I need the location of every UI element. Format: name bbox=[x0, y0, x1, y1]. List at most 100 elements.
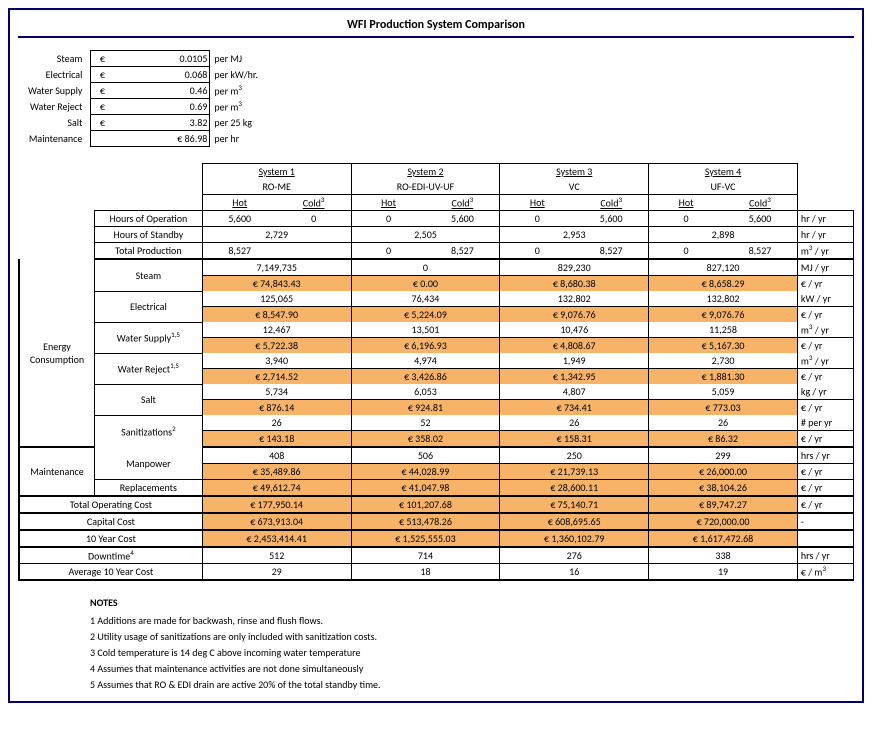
section-maintenance: Maintenance bbox=[19, 447, 94, 496]
total-label: Downtime4 bbox=[19, 547, 202, 564]
total-cell: € 1,360,102.79 bbox=[500, 530, 649, 547]
cell-cost: € 9,076.76 bbox=[500, 307, 649, 323]
cell-cost: € 143.18 bbox=[202, 431, 351, 448]
cost-input-unit: per m3 bbox=[210, 99, 262, 115]
unit-cell: hrs / yr bbox=[797, 547, 853, 564]
cost-input-unit: per hr bbox=[210, 131, 262, 147]
cell-cost: € 0.00 bbox=[351, 276, 500, 292]
cost-inputs-table: Steam€0.0105per MJElectrical€0.068per kW… bbox=[18, 50, 854, 147]
total-cell: 714 bbox=[351, 547, 500, 564]
unit-cell: € / yr bbox=[797, 480, 853, 497]
system-sub: UF-VC bbox=[649, 179, 798, 195]
row-label: Hours of Standby bbox=[94, 227, 202, 243]
cell: 0 bbox=[649, 243, 723, 260]
cell: 2,898 bbox=[649, 227, 798, 243]
cell-cost: € 8,680.38 bbox=[500, 276, 649, 292]
unit-cell: € / yr bbox=[797, 464, 853, 480]
row-label: Replacements bbox=[94, 480, 202, 497]
cell: 250 bbox=[500, 447, 649, 464]
cell-cost: € 876.14 bbox=[202, 400, 351, 416]
cell-cost: € 26,000.00 bbox=[649, 464, 798, 480]
row-label: Hours of Operation bbox=[94, 211, 202, 227]
row-label: Water Supply1,5 bbox=[94, 322, 202, 353]
cost-input-value: 3.82 bbox=[113, 115, 210, 131]
row-label: Sanitizations2 bbox=[94, 415, 202, 447]
cost-input-label: Water Supply bbox=[24, 83, 91, 99]
hot-label: Hot bbox=[202, 195, 276, 211]
cell: 125,065 bbox=[202, 291, 351, 307]
note-line: 5 Assumes that RO & EDI drain are active… bbox=[90, 677, 854, 693]
comparison-table: System 1System 2System 3System 4RO-MERO-… bbox=[18, 163, 854, 581]
unit-cell: € / yr bbox=[797, 338, 853, 354]
total-cell: 16 bbox=[500, 564, 649, 581]
total-label: Capital Cost bbox=[19, 513, 202, 530]
system-header: System 1 bbox=[202, 164, 351, 180]
total-cell: € 673,913.04 bbox=[202, 513, 351, 530]
cell-cost: € 86.32 bbox=[649, 431, 798, 448]
cold-label: Cold3 bbox=[723, 195, 797, 211]
cell: 0 bbox=[649, 211, 723, 227]
unit-cell: hr / yr bbox=[797, 227, 853, 243]
system-sub: RO-EDI-UV-UF bbox=[351, 179, 500, 195]
cell: 408 bbox=[202, 447, 351, 464]
cell-cost: € 3,426.86 bbox=[351, 369, 500, 385]
total-label: Average 10 Year Cost bbox=[19, 564, 202, 581]
cell: 0 bbox=[500, 243, 574, 260]
cell: 0 bbox=[351, 243, 425, 260]
total-cell: 512 bbox=[202, 547, 351, 564]
system-sub: VC bbox=[500, 179, 649, 195]
cell: 0 bbox=[500, 211, 574, 227]
total-cell: € 1,525,555.03 bbox=[351, 530, 500, 547]
unit-cell: # per yr bbox=[797, 415, 853, 431]
row-label: Water Reject1,5 bbox=[94, 353, 202, 384]
cell: 0 bbox=[351, 259, 500, 276]
system-header: System 4 bbox=[649, 164, 798, 180]
cell-cost: € 5,722.38 bbox=[202, 338, 351, 354]
total-cell: € 608,695.65 bbox=[500, 513, 649, 530]
cell: 52 bbox=[351, 415, 500, 431]
cell-cost: € 1,342.95 bbox=[500, 369, 649, 385]
cell: 2,953 bbox=[500, 227, 649, 243]
cell: 2,505 bbox=[351, 227, 500, 243]
cell-cost: € 924.81 bbox=[351, 400, 500, 416]
cell: 12,467 bbox=[202, 322, 351, 338]
unit-cell: m3 / yr bbox=[797, 322, 853, 338]
cell: 26 bbox=[500, 415, 649, 431]
cell: 8,527 bbox=[723, 243, 797, 260]
total-cell: 338 bbox=[649, 547, 798, 564]
cell-cost: € 358.02 bbox=[351, 431, 500, 448]
unit-cell: kW / yr bbox=[797, 291, 853, 307]
cell: 132,802 bbox=[500, 291, 649, 307]
cell: 829,230 bbox=[500, 259, 649, 276]
page-title: WFI Production System Comparison bbox=[18, 14, 854, 38]
cell: 8,527 bbox=[574, 243, 648, 260]
unit-cell: € / yr bbox=[797, 431, 853, 448]
cell: 5,734 bbox=[202, 384, 351, 400]
total-cell: € 720,000.00 bbox=[649, 513, 798, 530]
cell-cost: € 74,843.43 bbox=[202, 276, 351, 292]
cell-cost: € 41,047.98 bbox=[351, 480, 500, 497]
cell-cost: € 4,808.67 bbox=[500, 338, 649, 354]
unit-cell: - bbox=[797, 513, 853, 530]
cell: 4,807 bbox=[500, 384, 649, 400]
cell: 506 bbox=[351, 447, 500, 464]
cell: 26 bbox=[649, 415, 798, 431]
cell: 5,600 bbox=[574, 211, 648, 227]
total-label: 10 Year Cost bbox=[19, 530, 202, 547]
cost-input-label: Salt bbox=[24, 115, 91, 131]
total-cell: € 101,207.68 bbox=[351, 496, 500, 513]
unit-cell: € / yr bbox=[797, 307, 853, 323]
note-line: 1 Additions are made for backwash, rinse… bbox=[90, 613, 854, 629]
currency-symbol: € bbox=[91, 83, 114, 99]
cold-label: Cold3 bbox=[574, 195, 648, 211]
hot-label: Hot bbox=[351, 195, 425, 211]
cell: 7,149,735 bbox=[202, 259, 351, 276]
currency-symbol: € bbox=[91, 99, 114, 115]
system-header: System 2 bbox=[351, 164, 500, 180]
cell-cost: € 158.31 bbox=[500, 431, 649, 448]
cell-cost: € 773.03 bbox=[649, 400, 798, 416]
cell-cost: € 8,658.29 bbox=[649, 276, 798, 292]
cell: 299 bbox=[649, 447, 798, 464]
cell-cost: € 21,739.13 bbox=[500, 464, 649, 480]
cold-label: Cold3 bbox=[277, 195, 351, 211]
